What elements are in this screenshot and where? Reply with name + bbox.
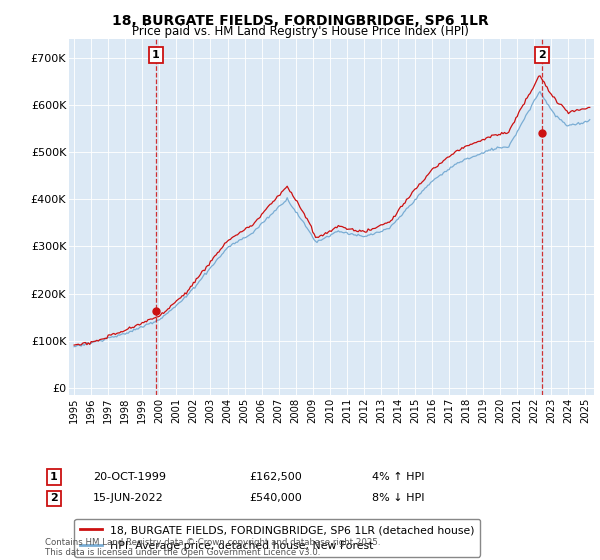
Text: 1: 1 bbox=[152, 50, 160, 60]
Text: 20-OCT-1999: 20-OCT-1999 bbox=[93, 472, 166, 482]
Text: Price paid vs. HM Land Registry's House Price Index (HPI): Price paid vs. HM Land Registry's House … bbox=[131, 25, 469, 38]
Text: £162,500: £162,500 bbox=[249, 472, 302, 482]
Text: 8% ↓ HPI: 8% ↓ HPI bbox=[372, 493, 425, 503]
Text: 18, BURGATE FIELDS, FORDINGBRIDGE, SP6 1LR: 18, BURGATE FIELDS, FORDINGBRIDGE, SP6 1… bbox=[112, 14, 488, 28]
Text: 2: 2 bbox=[538, 50, 546, 60]
Text: 2: 2 bbox=[50, 493, 58, 503]
Text: £540,000: £540,000 bbox=[249, 493, 302, 503]
Text: Contains HM Land Registry data © Crown copyright and database right 2025.
This d: Contains HM Land Registry data © Crown c… bbox=[45, 538, 380, 557]
Text: 1: 1 bbox=[50, 472, 58, 482]
Text: 15-JUN-2022: 15-JUN-2022 bbox=[93, 493, 164, 503]
Legend: 18, BURGATE FIELDS, FORDINGBRIDGE, SP6 1LR (detached house), HPI: Average price,: 18, BURGATE FIELDS, FORDINGBRIDGE, SP6 1… bbox=[74, 519, 480, 557]
Text: 4% ↑ HPI: 4% ↑ HPI bbox=[372, 472, 425, 482]
